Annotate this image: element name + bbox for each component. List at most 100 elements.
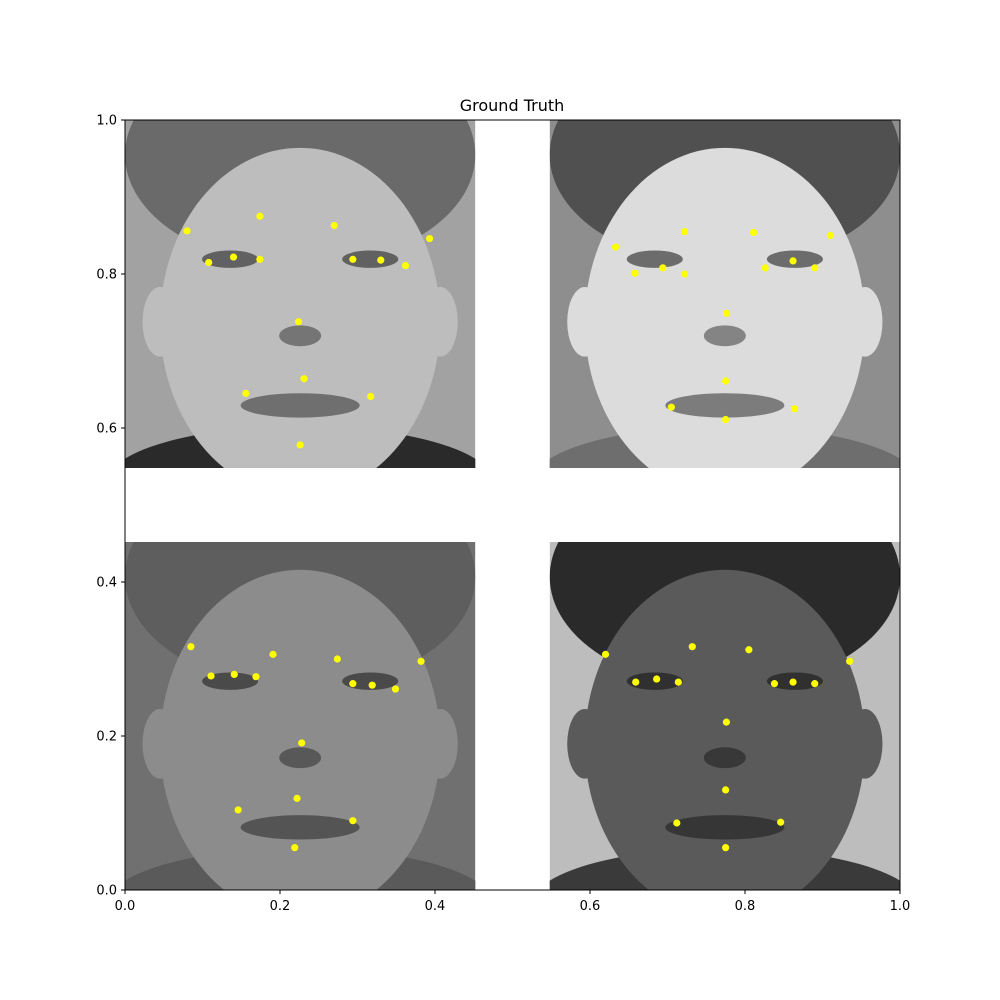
x-tick-label: 0.6	[580, 899, 601, 914]
y-tick-label: 0.6	[96, 422, 117, 437]
landmark-point	[349, 817, 357, 825]
landmark-point	[229, 253, 238, 261]
landmark-point	[330, 221, 338, 230]
face-shape	[584, 569, 865, 891]
landmark-point	[680, 270, 689, 278]
landmark-point	[205, 258, 213, 267]
landmark-point	[770, 680, 779, 688]
x-tick-label: 0.2	[270, 899, 291, 914]
landmark-point	[611, 243, 620, 251]
landmark-point	[187, 643, 195, 651]
x-tick-label: 0.4	[425, 899, 446, 914]
landmark-point	[789, 678, 797, 686]
bottom-right-face-image	[549, 541, 900, 891]
landmark-point	[811, 680, 819, 688]
nose-shape	[703, 747, 746, 769]
top-right-face-image	[549, 120, 900, 469]
left-eye-shape	[626, 250, 683, 268]
landmark-points	[183, 212, 854, 852]
nose-shape	[279, 325, 322, 347]
landmark-point	[846, 657, 854, 665]
landmark-point	[349, 255, 357, 263]
landmark-point	[425, 234, 434, 243]
bottom-left-face-image	[125, 541, 476, 891]
mouth-shape	[665, 393, 785, 418]
landmark-point	[688, 643, 696, 651]
face-shape	[160, 147, 441, 469]
landmark-point	[291, 844, 299, 852]
mouth-shape	[240, 393, 360, 418]
landmark-point	[745, 646, 753, 654]
landmark-point	[722, 415, 730, 424]
landmark-point	[722, 786, 730, 794]
plot-frame	[124, 119, 901, 891]
top-left-face-image	[125, 120, 476, 469]
landmark-point	[207, 672, 215, 680]
landmark-point	[722, 718, 731, 726]
landmark-point	[269, 650, 277, 658]
landmark-point	[659, 264, 667, 272]
landmark-point	[230, 670, 238, 679]
landmark-point	[680, 228, 689, 236]
face-shape	[160, 569, 441, 891]
landmark-point	[673, 819, 681, 827]
x-axis: 0.0 0.2 0.4 0.6 0.8 1.0	[115, 890, 911, 914]
landmark-point	[722, 844, 730, 852]
landmark-point	[722, 377, 730, 385]
landmark-point	[298, 739, 306, 747]
landmark-point	[296, 441, 304, 449]
landmark-point	[349, 680, 357, 688]
landmark-point	[761, 264, 769, 272]
x-tick-label: 0.0	[115, 899, 136, 914]
landmark-point	[674, 678, 682, 686]
landmark-point	[631, 269, 639, 277]
y-tick-label: 0.2	[96, 730, 117, 745]
landmark-point	[377, 256, 385, 264]
landmark-point	[252, 673, 260, 681]
right-eye-shape	[342, 250, 399, 268]
nose-shape	[279, 747, 322, 769]
x-tick-label: 1.0	[890, 899, 911, 914]
face-panels	[125, 120, 900, 891]
landmark-point	[256, 255, 264, 263]
landmark-point	[391, 685, 400, 693]
landmark-point	[300, 375, 308, 383]
right-eye-shape	[342, 672, 399, 690]
landmark-point	[242, 389, 250, 397]
landmark-point	[791, 405, 799, 413]
landmark-point	[601, 650, 610, 658]
landmark-point	[293, 794, 301, 802]
landmark-point	[777, 818, 785, 826]
landmark-point	[789, 257, 797, 265]
left-eye-shape	[202, 250, 259, 268]
y-tick-label: 0.4	[96, 576, 117, 591]
landmark-point	[826, 231, 834, 240]
landmark-point	[256, 212, 264, 220]
mouth-shape	[665, 815, 785, 840]
landmark-point	[333, 655, 341, 663]
y-axis: 0.0 0.2 0.4 0.6 0.8 1.0	[96, 114, 125, 899]
mouth-shape	[240, 815, 360, 840]
landmark-point	[367, 392, 375, 401]
landmark-point	[667, 403, 675, 411]
x-tick-label: 0.8	[735, 899, 756, 914]
chart-title: Ground Truth	[460, 96, 565, 115]
y-tick-label: 0.8	[96, 268, 117, 283]
landmark-point	[401, 261, 410, 270]
landmark-point	[632, 678, 640, 686]
landmark-point	[653, 675, 661, 683]
landmark-point	[811, 264, 819, 272]
landmark-point	[234, 806, 242, 814]
left-eye-shape	[202, 672, 259, 690]
landmark-point	[749, 228, 758, 237]
y-tick-label: 0.0	[96, 884, 117, 899]
landmark-point	[183, 227, 191, 235]
y-tick-label: 1.0	[96, 114, 117, 129]
nose-shape	[703, 325, 746, 347]
landmark-point	[368, 681, 376, 689]
face-shape	[584, 147, 865, 469]
landmark-point	[417, 657, 425, 665]
landmark-point	[295, 318, 303, 326]
landmark-point	[722, 309, 731, 317]
